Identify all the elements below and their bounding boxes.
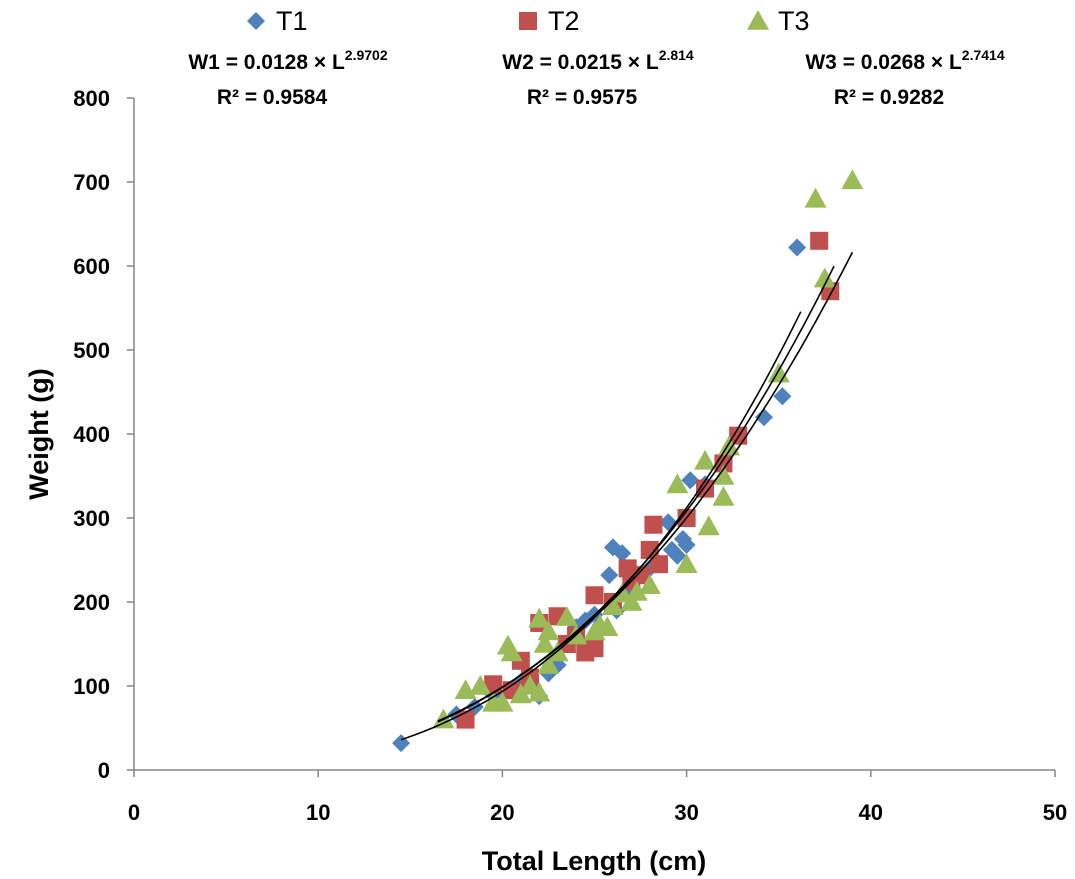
data-point-t3 [620,591,643,611]
legend-label-t1: T1 [276,6,308,36]
data-point-t2 [631,566,650,585]
data-point-t3 [601,595,624,615]
series-t1-points [392,238,807,753]
data-point-t3 [712,465,735,485]
data-point-t3 [555,606,578,626]
data-point-t3 [712,486,735,506]
data-point-t1 [788,238,807,257]
series-t3-points [432,169,864,729]
data-point-t3 [638,574,661,594]
data-point-t3 [533,633,556,653]
y-tick-label: 600 [73,254,110,279]
y-tick-label: 500 [73,338,110,363]
axes: Weight (g) Total Length (cm) 01002003004… [24,86,1067,876]
equation-t2: W2 = 0.0215 × L2.814 R² = 0.9575 [502,47,694,109]
legend-marker-t2 [519,12,537,30]
data-point-t2 [585,586,604,605]
data-point-t1 [600,566,619,585]
legend-marker-t1 [247,12,265,30]
data-point-t3 [537,654,560,674]
y-tick-label: 700 [73,170,110,195]
data-point-t3 [697,515,720,536]
r-squared-t2: R² = 0.9575 [527,86,638,109]
legend-item-t3: T3 [747,6,810,36]
y-tick-label: 0 [98,758,110,783]
data-point-t2 [810,231,829,250]
data-point-t1 [754,408,773,427]
legend-item-t2: T2 [519,6,580,36]
equation-text-t2: W2 = 0.0215 × L2.814 [502,47,694,74]
legend: T1 T2 T3 [247,6,810,36]
trendlines [400,251,854,741]
x-tick-label: 10 [306,800,330,825]
data-point-t3 [813,267,836,288]
y-tick-label: 300 [73,506,110,531]
data-point-t3 [469,675,492,695]
data-point-t2 [640,540,659,559]
y-tick-label: 800 [73,86,110,111]
y-tick-label: 400 [73,422,110,447]
y-axis-title: Weight (g) [24,368,54,499]
data-point-t1 [613,544,632,563]
data-point-t3 [528,607,551,628]
equation-text-t1: W1 = 0.0128 × L2.9702 [188,47,387,74]
trendline-t1 [400,311,802,741]
x-tick-label: 30 [674,800,698,825]
data-point-t1 [668,546,687,565]
fit-equations: W1 = 0.0128 × L2.9702 R² = 0.9584 W2 = 0.0… [188,47,1004,109]
equation-t1: W1 = 0.0128 × L2.9702 R² = 0.9584 [188,47,387,109]
data-point-t1 [681,471,700,490]
data-point-t3 [537,620,560,641]
data-point-t3 [694,449,717,470]
data-point-t2 [649,555,668,574]
data-point-t2 [484,675,503,694]
data-point-t1 [773,387,792,406]
r-squared-t3: R² = 0.9282 [834,86,944,109]
data-point-t3 [491,691,514,712]
equation-t3: W3 = 0.0268 × L2.7414 R² = 0.9282 [805,47,1004,109]
equation-text-t3: W3 = 0.0268 × L2.7414 [805,47,1004,74]
data-point-t3 [596,616,619,636]
data-points [392,169,864,753]
y-tick-label: 200 [73,590,110,615]
x-tick-label: 20 [490,800,514,825]
data-point-t3 [500,641,523,662]
data-point-t3 [666,473,689,494]
data-point-t2 [585,639,604,658]
data-point-t3 [804,187,827,208]
r-squared-t1: R² = 0.9584 [217,86,328,109]
legend-marker-t3 [747,10,769,30]
legend-label-t2: T2 [548,6,580,36]
legend-label-t3: T3 [778,6,810,36]
data-point-t1 [677,535,696,554]
x-tick-label: 40 [859,800,883,825]
data-point-t3 [675,553,698,573]
x-tick-label: 0 [128,800,140,825]
data-point-t2 [644,515,663,534]
trendline-t3 [437,251,854,722]
y-tick-label: 100 [73,674,110,699]
data-point-t3 [841,169,864,190]
data-point-t3 [611,582,634,603]
data-point-t3 [528,681,551,702]
trendline-t2 [437,265,835,723]
x-axis-title: Total Length (cm) [482,846,706,876]
x-tick-label: 50 [1043,800,1067,825]
data-point-t3 [625,580,648,601]
data-point-t3 [717,435,740,456]
legend-item-t1: T1 [247,6,308,36]
